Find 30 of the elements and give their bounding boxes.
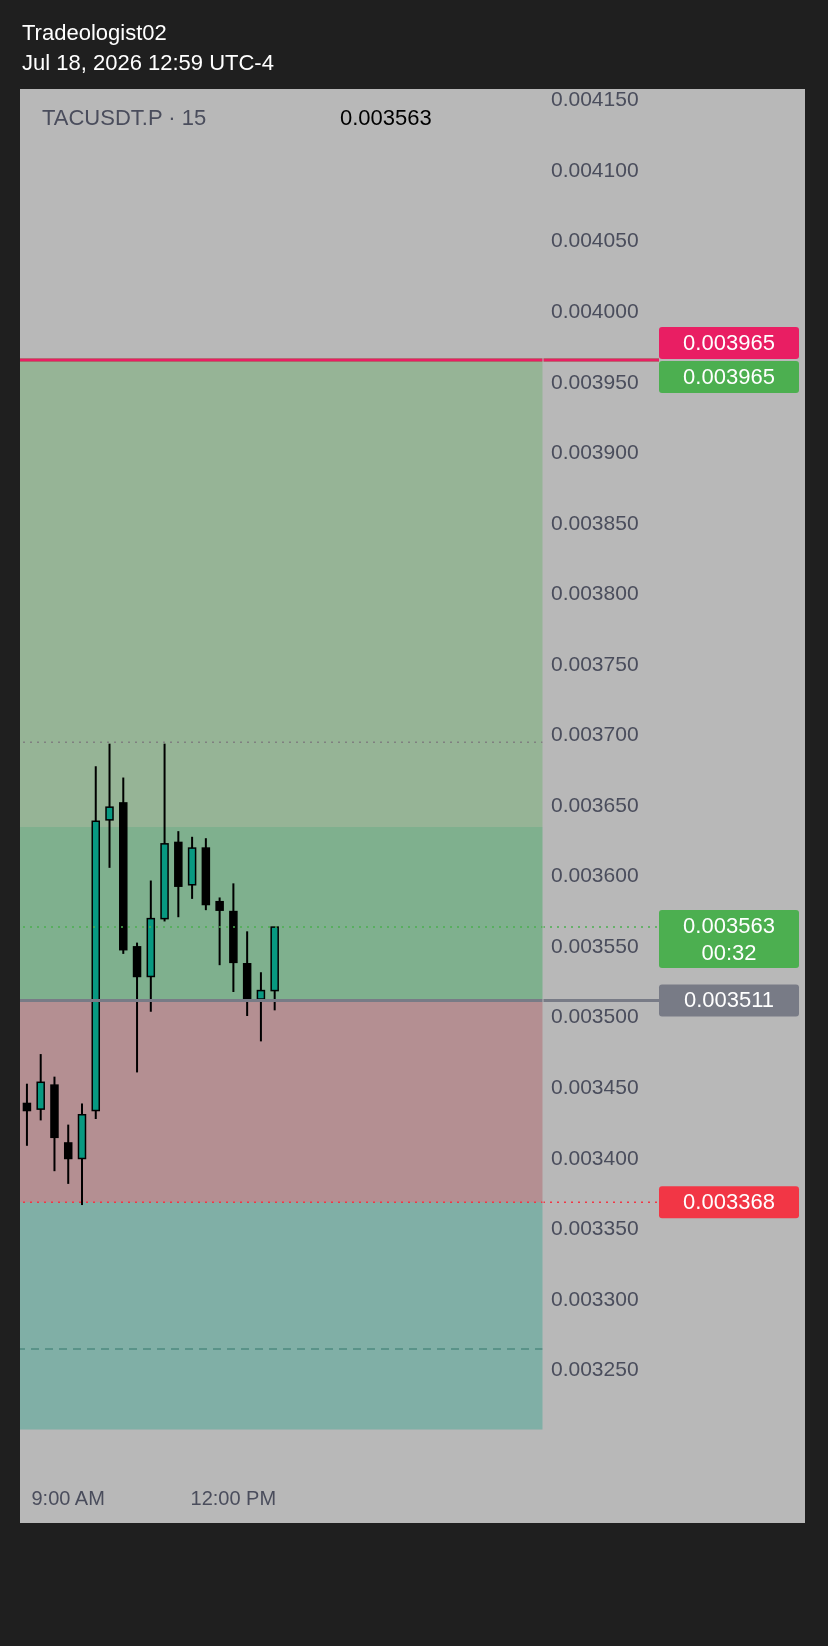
y-tick-label: 0.003750 [551,651,639,675]
y-tick-label: 0.003700 [551,722,639,746]
y-tick-label: 0.003400 [551,1145,639,1169]
ref-line-label: 0.003965 [683,363,775,389]
y-tick-label: 0.003650 [551,792,639,816]
ref-line-label: 0.003511 [683,987,775,1013]
ref-line-label: 0.003368 [683,1189,775,1215]
y-tick-label: 0.003850 [551,510,639,534]
chart-subtitle: Jul 18, 2026 12:59 UTC-4 [22,49,274,77]
y-tick-label: 0.004050 [551,228,639,252]
ref-line-label: 0.003965 [683,329,775,355]
y-tick-label: 0.003350 [551,1216,639,1240]
y-tick-label: 0.004150 [551,87,639,111]
y-tick-label: 0.003550 [551,933,639,957]
y-tick-label: 0.003300 [551,1286,639,1310]
annotation: TACUSDT.P · 15 [42,105,207,131]
chart-title: Tradeologist02 [22,19,168,47]
annotation: 0.003563 [340,105,432,131]
y-tick-label: 0.003800 [551,581,639,605]
y-tick-label: 0.003250 [551,1357,639,1381]
x-tick-label: 12:00 PM [190,1487,277,1510]
y-tick-label: 0.003950 [551,369,639,393]
y-tick-label: 0.003500 [551,1004,639,1028]
x-tick-label: 9:00 AM [31,1487,105,1510]
y-tick-label: 0.004100 [551,157,639,181]
y-tick-label: 0.003450 [551,1074,639,1098]
y-tick-label: 0.004000 [551,298,639,322]
ref-line-label: 0.003563 00:32 [683,913,775,966]
y-tick-label: 0.003900 [551,440,639,464]
y-tick-label: 0.003600 [551,863,639,887]
